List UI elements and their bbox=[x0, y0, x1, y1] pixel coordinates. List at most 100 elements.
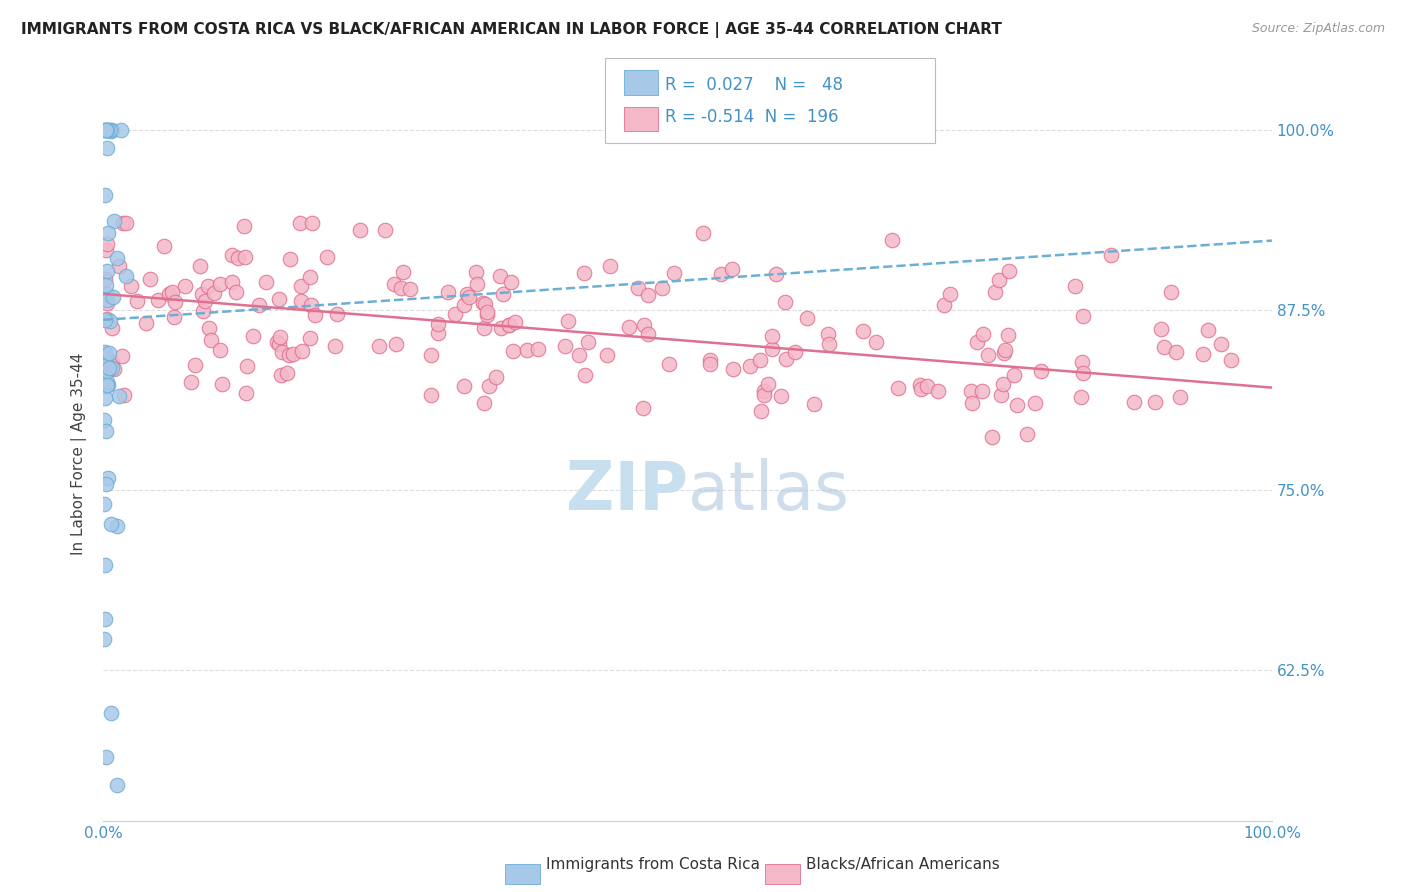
Point bbox=[427, 318, 450, 332]
Point bbox=[97, 122, 120, 136]
Point bbox=[882, 233, 904, 247]
Point bbox=[1064, 279, 1087, 293]
Point bbox=[120, 279, 142, 293]
Point bbox=[796, 311, 818, 326]
Point bbox=[915, 379, 938, 393]
Point bbox=[1122, 394, 1144, 409]
Point bbox=[658, 357, 681, 371]
Point bbox=[633, 318, 655, 332]
Point bbox=[478, 378, 501, 392]
Point bbox=[399, 282, 422, 296]
Point bbox=[740, 359, 762, 373]
Point bbox=[633, 401, 655, 415]
Point bbox=[472, 396, 495, 410]
Point bbox=[235, 386, 257, 401]
Point bbox=[159, 286, 181, 301]
Point bbox=[278, 252, 301, 266]
Point bbox=[221, 248, 243, 262]
Point bbox=[105, 519, 128, 533]
Point bbox=[389, 281, 412, 295]
Point bbox=[97, 346, 120, 360]
Point bbox=[502, 344, 524, 359]
Point bbox=[283, 347, 305, 361]
Point bbox=[627, 281, 650, 295]
Point bbox=[269, 330, 291, 344]
Point bbox=[304, 309, 326, 323]
Point bbox=[939, 287, 962, 301]
Point bbox=[516, 343, 538, 357]
Point bbox=[301, 216, 323, 230]
Point bbox=[191, 303, 214, 318]
Y-axis label: In Labor Force | Age 35-44: In Labor Force | Age 35-44 bbox=[72, 352, 87, 555]
Point bbox=[761, 342, 783, 356]
Text: R =  0.027    N =   48: R = 0.027 N = 48 bbox=[665, 76, 844, 94]
Point bbox=[96, 287, 118, 301]
Point bbox=[572, 266, 595, 280]
Point bbox=[970, 384, 993, 398]
Point bbox=[269, 292, 291, 306]
Point bbox=[290, 293, 312, 308]
Point bbox=[110, 122, 132, 136]
Point bbox=[489, 320, 512, 334]
Point bbox=[1070, 390, 1092, 404]
Point bbox=[101, 321, 124, 335]
Point bbox=[458, 290, 481, 304]
Point bbox=[226, 251, 249, 265]
Point bbox=[108, 389, 131, 403]
Point bbox=[105, 779, 128, 793]
Point bbox=[96, 296, 118, 310]
Point bbox=[595, 348, 617, 362]
Point bbox=[270, 368, 292, 382]
Point bbox=[651, 281, 673, 295]
Point bbox=[1002, 368, 1025, 383]
Point bbox=[111, 349, 134, 363]
Point bbox=[103, 361, 125, 376]
Point bbox=[96, 122, 118, 136]
Point bbox=[752, 384, 775, 398]
Point bbox=[382, 277, 405, 291]
Point bbox=[221, 275, 243, 289]
Point bbox=[349, 223, 371, 237]
Point bbox=[988, 273, 1011, 287]
Point bbox=[94, 346, 117, 360]
Point bbox=[617, 319, 640, 334]
Point bbox=[453, 298, 475, 312]
Point bbox=[135, 316, 157, 330]
Point bbox=[188, 260, 211, 274]
Point bbox=[485, 369, 508, 384]
Point bbox=[477, 305, 499, 319]
Point bbox=[803, 397, 825, 411]
Point bbox=[153, 239, 176, 253]
Point bbox=[298, 270, 321, 285]
Point bbox=[1024, 396, 1046, 410]
Point bbox=[242, 328, 264, 343]
Point bbox=[93, 122, 115, 136]
Point bbox=[194, 294, 217, 309]
Point bbox=[180, 376, 202, 390]
Point bbox=[94, 476, 117, 491]
Point bbox=[1192, 347, 1215, 361]
Point bbox=[576, 334, 599, 349]
Point bbox=[444, 307, 467, 321]
Point bbox=[323, 339, 346, 353]
Point bbox=[1197, 323, 1219, 337]
Point bbox=[276, 366, 298, 380]
Point bbox=[699, 352, 721, 367]
Point bbox=[503, 315, 526, 329]
Point bbox=[1005, 398, 1028, 412]
Point bbox=[94, 558, 117, 572]
Point bbox=[960, 396, 983, 410]
Point bbox=[103, 213, 125, 227]
Point bbox=[852, 325, 875, 339]
Point bbox=[761, 329, 783, 343]
Point bbox=[247, 298, 270, 312]
Point bbox=[499, 275, 522, 289]
Point bbox=[94, 612, 117, 626]
Point bbox=[165, 295, 187, 310]
Point bbox=[471, 295, 494, 310]
Point bbox=[108, 260, 131, 274]
Text: Immigrants from Costa Rica: Immigrants from Costa Rica bbox=[546, 857, 759, 872]
Point bbox=[1219, 353, 1241, 368]
Point bbox=[527, 343, 550, 357]
Point bbox=[209, 277, 232, 291]
